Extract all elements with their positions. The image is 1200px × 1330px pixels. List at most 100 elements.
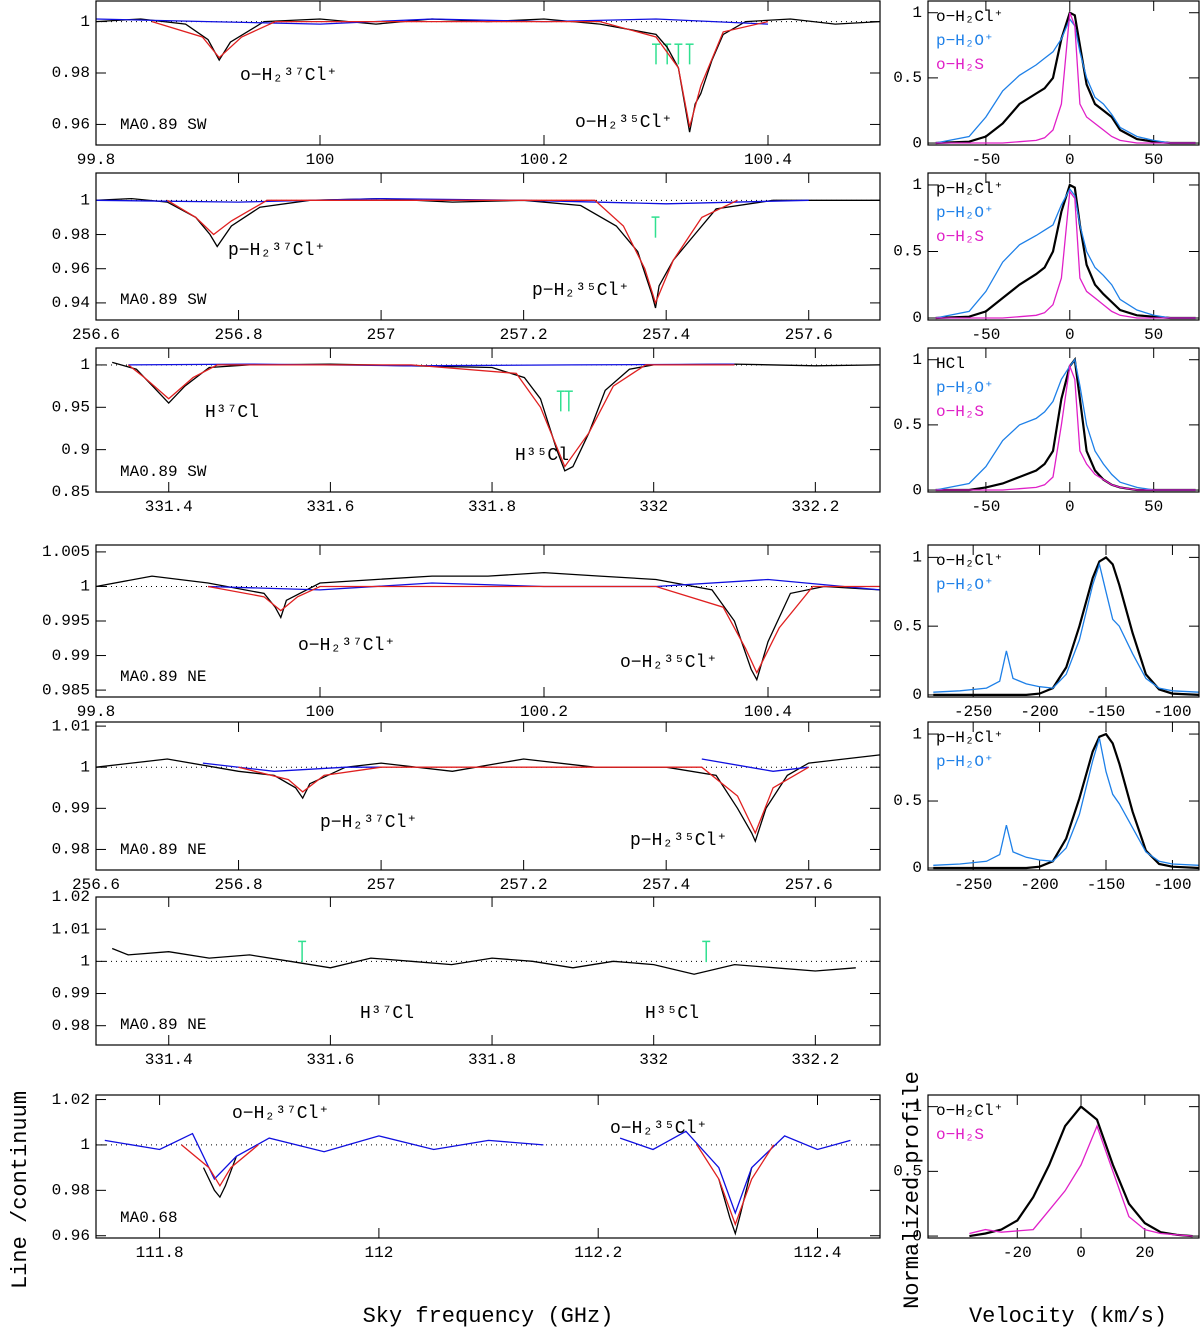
x-tick-label: -100 — [1153, 876, 1191, 894]
plot-frame — [927, 172, 1200, 321]
spectrum-line — [181, 1144, 775, 1227]
y-tick-label: 0 — [912, 686, 922, 704]
x-tick-label: 257 — [367, 326, 396, 344]
x-tick-label: 0 — [1076, 1244, 1086, 1262]
x-tick-label: 331.6 — [306, 1051, 354, 1069]
x-tick-label: 99.8 — [77, 703, 115, 721]
x-tick-label: 257.6 — [785, 876, 833, 894]
line-annotation: o−H₂³⁵Cl⁺ — [610, 1119, 707, 1139]
x-tick-label: 100.4 — [744, 151, 792, 169]
spectrum-line — [935, 358, 1196, 491]
spectrum-line — [935, 12, 1196, 144]
y-tick-label: 0.96 — [52, 1227, 90, 1245]
y-tick-label: 1.005 — [42, 543, 90, 561]
x-tick-label: 331.6 — [306, 498, 354, 516]
y-tick-label: 0.5 — [893, 1163, 922, 1181]
x-tick-label: 257.2 — [500, 876, 548, 894]
x-tick-label: 257 — [367, 876, 396, 894]
x-tick-label: 257.4 — [642, 876, 690, 894]
y-tick-label: 1 — [912, 176, 922, 194]
plot-frame — [95, 544, 881, 698]
plot-frame — [95, 347, 881, 493]
panel-label: MA0.89 NE — [120, 1016, 206, 1034]
x-tick-label: -50 — [971, 326, 1000, 344]
plot-frame — [927, 347, 1200, 493]
x-tick-label: 257.6 — [785, 326, 833, 344]
x-tick-label: 20 — [1135, 1244, 1154, 1262]
spectrum-line — [128, 363, 735, 367]
spectrum-line — [969, 1124, 1193, 1237]
line-annotation: o−H₂³⁷Cl⁺ — [232, 1104, 329, 1124]
x-tick-label: -200 — [1020, 876, 1058, 894]
spectrum-line — [104, 1130, 851, 1215]
panel-label: MA0.89 NE — [120, 841, 206, 859]
x-tick-label: 332 — [639, 1051, 668, 1069]
x-tick-label: -50 — [971, 498, 1000, 516]
x-tick-label: 332 — [639, 498, 668, 516]
y-tick-label: 0 — [912, 134, 922, 152]
spectrum-line — [95, 18, 881, 133]
x-tick-label: 112.4 — [793, 1244, 841, 1262]
legend-entry: o−H₂Cl⁺ — [936, 8, 1003, 26]
y-tick-label: 0 — [912, 481, 922, 499]
legend-entry: o−H₂Cl⁺ — [936, 552, 1003, 570]
x-tick-label: -150 — [1087, 703, 1125, 721]
line-annotation: p−H₂³⁵Cl⁺ — [630, 831, 727, 851]
y-tick-label: 0.96 — [52, 116, 90, 134]
y-tick-label: 1 — [80, 192, 90, 210]
x-tick-label: 256.6 — [72, 326, 120, 344]
y-tick-label: 1.01 — [52, 717, 90, 735]
y-tick-label: 0 — [912, 1227, 922, 1245]
x-tick-label: -50 — [971, 151, 1000, 169]
legend-entry: o−H₂S — [936, 403, 984, 421]
x-tick-label: -250 — [954, 876, 992, 894]
legend-entry: p−H₂O⁺ — [936, 753, 994, 771]
y-tick-label: 0.98 — [52, 841, 90, 859]
x-tick-label: 257.4 — [642, 326, 690, 344]
x-tick-label: 0 — [1065, 326, 1075, 344]
plot-frame — [95, 0, 881, 146]
y-tick-label: 0.995 — [42, 612, 90, 630]
x-tick-label: -100 — [1153, 703, 1191, 721]
y-tick-label: 0.96 — [52, 260, 90, 278]
y-tick-label: 0.99 — [52, 985, 90, 1003]
plot-frame — [927, 0, 1200, 146]
x-tick-label: 100 — [306, 151, 335, 169]
y-tick-label: 0.99 — [52, 800, 90, 818]
plot-frame — [927, 544, 1200, 698]
legend-entry: o−H₂S — [936, 228, 984, 246]
line-annotation: H³⁵Cl — [645, 1004, 699, 1024]
y-tick-label: 0.99 — [52, 647, 90, 665]
y-tick-label: 1 — [912, 725, 922, 743]
plot-frame — [95, 896, 881, 1046]
x-tick-label: 331.8 — [468, 1051, 516, 1069]
line-annotation: p−H₂³⁷Cl⁺ — [320, 813, 417, 833]
spectrum-line — [935, 11, 1196, 145]
x-tick-label: 332.2 — [791, 498, 839, 516]
x-tick-label: 112.2 — [574, 1244, 622, 1262]
spectrum-line — [151, 20, 769, 128]
line-annotation: H³⁷Cl — [205, 403, 259, 423]
legend-entry: o−H₂S — [936, 56, 984, 74]
panel-label: MA0.68 — [120, 1209, 178, 1227]
spectrum-line — [933, 732, 1200, 870]
panel-label: MA0.89 SW — [120, 463, 207, 481]
x-tick-label: 100.2 — [520, 151, 568, 169]
x-tick-label: 50 — [1144, 326, 1163, 344]
y-tick-label: 1.02 — [52, 888, 90, 906]
x-tick-label: -250 — [954, 703, 992, 721]
x-tick-label: 0 — [1065, 498, 1075, 516]
y-tick-label: 0.5 — [893, 243, 922, 261]
spectrum-line — [207, 585, 880, 675]
y-tick-label: 1 — [80, 953, 90, 971]
spectrum-line — [111, 947, 856, 975]
y-tick-label: 0.5 — [893, 617, 922, 635]
y-tick-label: 0.95 — [52, 399, 90, 417]
x-tick-label: 257.2 — [500, 326, 548, 344]
x-tick-label: 100 — [306, 703, 335, 721]
x-axis-label: Sky frequency (GHz) — [363, 1304, 614, 1329]
line-annotation: o−H₂³⁵Cl⁺ — [620, 653, 717, 673]
y-tick-label: 1 — [912, 4, 922, 22]
y-tick-label: 0.85 — [52, 483, 90, 501]
